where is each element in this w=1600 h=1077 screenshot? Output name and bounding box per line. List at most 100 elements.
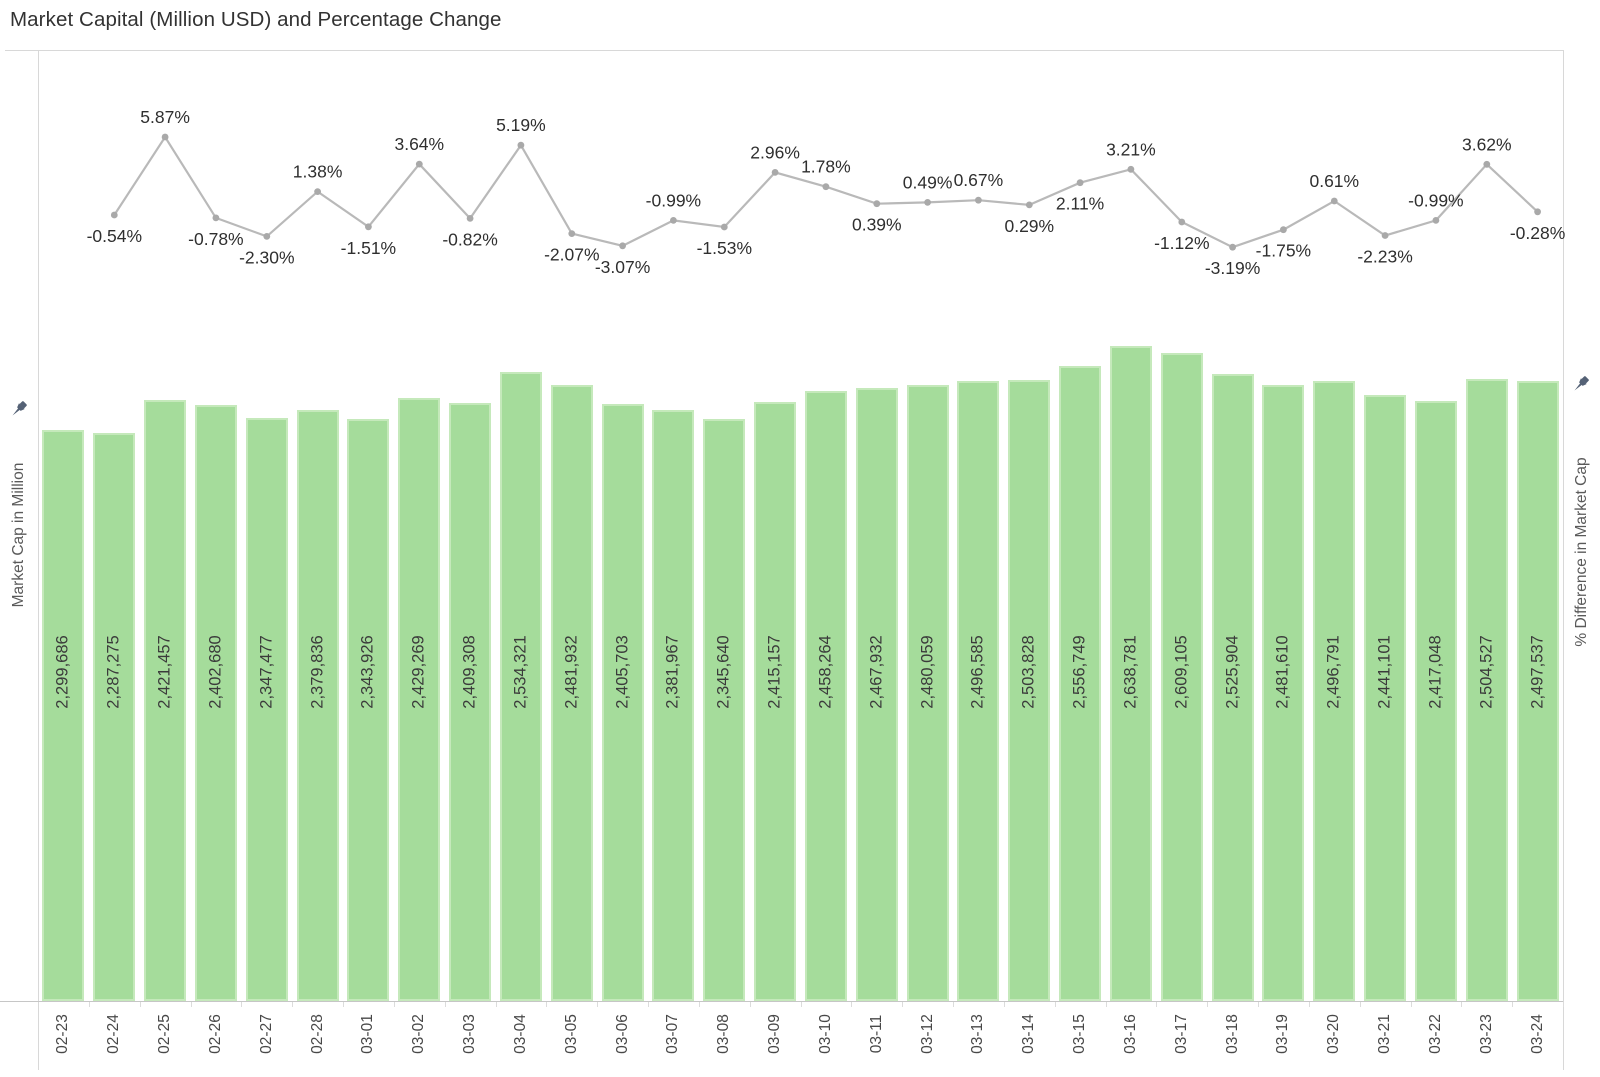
line-point-mark[interactable]	[1076, 179, 1084, 187]
bar-mark[interactable]	[906, 385, 949, 1001]
bar-mark[interactable]	[1364, 395, 1407, 1001]
x-axis-tick	[1156, 1002, 1158, 1007]
line-point-mark[interactable]	[975, 196, 982, 204]
x-axis-tick	[648, 1002, 649, 1007]
bar-mark[interactable]	[1414, 401, 1457, 1001]
line-point-mark[interactable]	[110, 211, 118, 219]
line-point-mark[interactable]	[1330, 197, 1338, 205]
bar-mark[interactable]	[754, 401, 797, 1001]
plot-top-border	[5, 50, 1563, 51]
bar-mark[interactable]	[42, 430, 85, 1001]
x-axis-tick	[1359, 1002, 1361, 1007]
bar-mark[interactable]	[1160, 353, 1203, 1001]
line-point-mark[interactable]	[670, 217, 677, 224]
pct-change-label: 0.67%	[954, 170, 1004, 190]
bar-mark[interactable]	[601, 403, 644, 1001]
pct-change-label: 3.64%	[394, 134, 444, 154]
line-point-mark[interactable]	[263, 233, 271, 240]
bar-mark[interactable]	[499, 371, 542, 1001]
bar-mark[interactable]	[296, 410, 339, 1001]
line-point-mark[interactable]	[1534, 208, 1541, 216]
x-axis-tick	[292, 1002, 294, 1007]
line-point-mark[interactable]	[1025, 201, 1033, 209]
pct-change-label: 2.96%	[750, 142, 800, 162]
x-axis-tick	[444, 1002, 446, 1007]
line-point-mark[interactable]	[568, 230, 576, 238]
pct-change-label: -2.30%	[239, 247, 294, 267]
x-axis-tick	[1258, 1002, 1259, 1007]
line-point-mark[interactable]	[1127, 165, 1135, 173]
bar-mark[interactable]	[245, 418, 288, 1001]
x-axis-tick	[88, 1002, 90, 1007]
plot-left-border	[38, 50, 39, 1070]
line-point-mark[interactable]	[212, 214, 220, 222]
bar-mark[interactable]	[449, 403, 492, 1001]
bar-mark[interactable]	[957, 381, 1000, 1001]
line-point-mark[interactable]	[1229, 243, 1236, 251]
chart-title: Market Capital (Million USD) and Percent…	[10, 8, 502, 31]
pct-change-label: -0.82%	[442, 229, 497, 249]
x-axis-tick	[597, 1002, 599, 1007]
bar-mark[interactable]	[1211, 374, 1254, 1001]
line-point-mark[interactable]	[1432, 217, 1440, 224]
bar-mark[interactable]	[347, 419, 390, 1001]
x-axis-tick	[1461, 1002, 1463, 1007]
pushpin-icon[interactable]	[8, 398, 30, 420]
pct-change-label: -3.07%	[595, 257, 650, 277]
x-axis-tick	[1003, 1002, 1005, 1007]
pct-change-label: -2.07%	[544, 245, 599, 265]
line-point-mark[interactable]	[822, 183, 830, 191]
pct-change-label: 5.19%	[496, 115, 546, 135]
bar-mark[interactable]	[1465, 379, 1508, 1001]
pct-change-label: -0.99%	[646, 190, 701, 210]
pct-change-label: 5.87%	[140, 107, 190, 127]
pct-change-label: 0.39%	[852, 215, 902, 235]
line-point-mark[interactable]	[314, 188, 321, 196]
line-point-mark[interactable]	[161, 133, 169, 141]
line-point-mark[interactable]	[415, 160, 423, 168]
line-point-mark[interactable]	[720, 223, 728, 231]
pct-change-label: -0.99%	[1408, 190, 1463, 210]
line-point-mark[interactable]	[771, 169, 779, 176]
bar-mark[interactable]	[1262, 385, 1305, 1001]
bar-mark[interactable]	[1109, 346, 1152, 1001]
bar-mark[interactable]	[93, 433, 136, 1001]
line-point-mark[interactable]	[1178, 218, 1186, 226]
x-axis-tick	[1308, 1002, 1310, 1007]
bar-mark[interactable]	[398, 398, 441, 1001]
bar-mark[interactable]	[1516, 381, 1559, 1001]
line-point-mark[interactable]	[924, 199, 931, 206]
pct-change-label: 3.21%	[1106, 139, 1156, 159]
bar-mark[interactable]	[855, 388, 898, 1001]
pushpin-icon[interactable]	[1570, 373, 1592, 395]
line-point-mark[interactable]	[517, 141, 525, 149]
bar-mark[interactable]	[652, 409, 695, 1001]
bar-mark[interactable]	[550, 384, 593, 1001]
pct-change-label: -1.53%	[697, 238, 752, 258]
bar-mark[interactable]	[1008, 379, 1051, 1001]
bar-mark[interactable]	[804, 390, 847, 1001]
line-point-mark[interactable]	[1280, 226, 1287, 234]
line-point-mark[interactable]	[1483, 160, 1491, 168]
pct-change-label: 0.61%	[1309, 171, 1359, 191]
bar-mark[interactable]	[703, 418, 746, 1001]
line-point-mark[interactable]	[1381, 232, 1389, 239]
bar-mark[interactable]	[194, 404, 237, 1001]
line-point-mark[interactable]	[365, 223, 372, 231]
x-axis-tick	[1054, 1002, 1056, 1007]
x-axis-tick	[343, 1002, 344, 1007]
bar-mark[interactable]	[1313, 381, 1356, 1001]
pct-change-label: 0.49%	[903, 172, 953, 192]
x-axis-tick	[1512, 1002, 1514, 1007]
line-point-mark[interactable]	[873, 200, 881, 208]
line-point-mark[interactable]	[466, 215, 474, 222]
x-axis-tick	[953, 1002, 954, 1007]
x-axis-tick	[1410, 1002, 1412, 1007]
plot-right-border	[1563, 50, 1564, 1070]
x-axis-tick	[902, 1002, 904, 1007]
x-axis-tick	[1207, 1002, 1209, 1007]
line-point-mark[interactable]	[619, 242, 626, 250]
bar-mark[interactable]	[144, 399, 187, 1001]
bar-mark[interactable]	[1059, 366, 1102, 1001]
